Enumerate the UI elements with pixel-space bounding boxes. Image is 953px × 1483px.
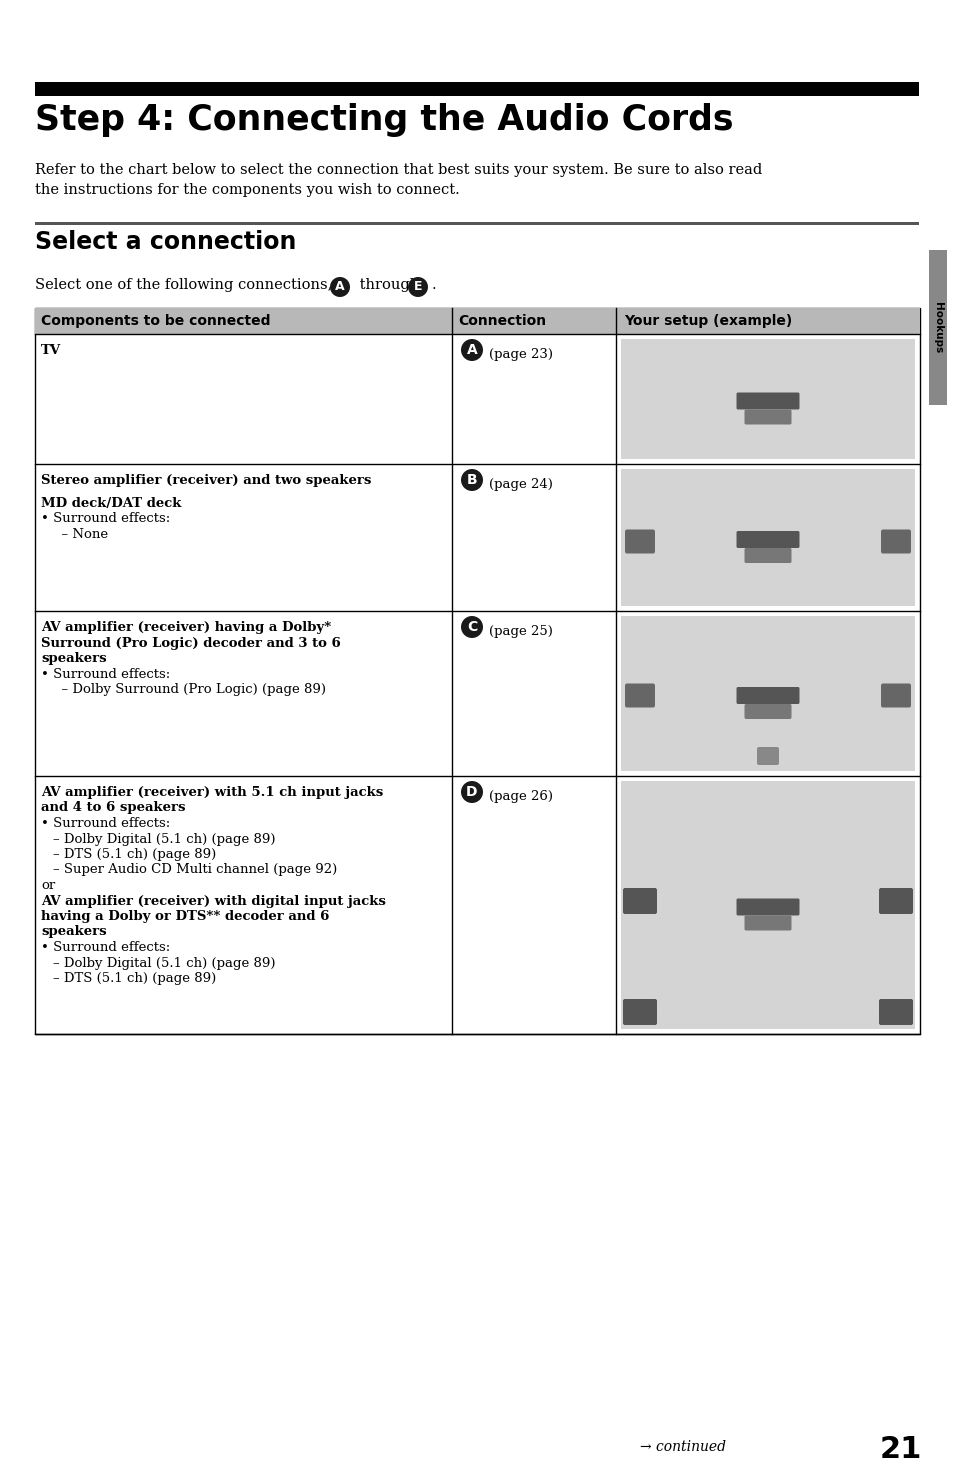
Text: Surround (Pro Logic) decoder and 3 to 6: Surround (Pro Logic) decoder and 3 to 6 [41,636,340,650]
Text: (page 25): (page 25) [489,624,553,638]
FancyBboxPatch shape [736,687,799,704]
FancyBboxPatch shape [878,1000,912,1025]
Bar [35,82,918,96]
FancyBboxPatch shape [743,549,791,564]
FancyBboxPatch shape [622,888,657,914]
Text: C: C [466,620,476,635]
Text: Stereo amplifier (receiver) and two speakers: Stereo amplifier (receiver) and two spea… [41,475,371,486]
FancyBboxPatch shape [880,529,910,553]
Bar [620,782,914,1029]
Circle shape [460,782,482,802]
Text: 21: 21 [879,1436,922,1464]
Circle shape [330,277,350,297]
Text: Hookups: Hookups [932,303,942,353]
FancyBboxPatch shape [736,531,799,549]
Text: D: D [466,785,477,799]
Bar [928,251,946,405]
Text: • Surround effects:: • Surround effects: [41,942,170,954]
Text: (page 23): (page 23) [489,349,553,360]
Bar [35,308,919,1034]
Text: and 4 to 6 speakers: and 4 to 6 speakers [41,801,185,814]
Text: Select a connection: Select a connection [35,230,296,254]
Text: having a Dolby or DTS** decoder and 6: having a Dolby or DTS** decoder and 6 [41,911,329,922]
Circle shape [460,340,482,360]
Text: Components to be connected: Components to be connected [41,314,271,328]
Text: → continued: → continued [639,1440,725,1453]
Text: TV: TV [41,344,61,357]
Text: A: A [466,343,476,357]
FancyBboxPatch shape [736,899,799,915]
FancyBboxPatch shape [622,1000,657,1025]
Text: – Dolby Digital (5.1 ch) (page 89): – Dolby Digital (5.1 ch) (page 89) [53,957,275,970]
Text: – Super Audio CD Multi channel (page 92): – Super Audio CD Multi channel (page 92) [53,863,337,876]
Text: – Dolby Digital (5.1 ch) (page 89): – Dolby Digital (5.1 ch) (page 89) [53,832,275,845]
Text: – Dolby Surround (Pro Logic) (page 89): – Dolby Surround (Pro Logic) (page 89) [53,684,326,696]
Bar [35,222,918,225]
Bar [35,308,919,334]
Text: AV amplifier (receiver) with 5.1 ch input jacks: AV amplifier (receiver) with 5.1 ch inpu… [41,786,383,799]
Text: (page 24): (page 24) [489,478,553,491]
FancyBboxPatch shape [743,409,791,424]
Text: Step 4: Connecting the Audio Cords: Step 4: Connecting the Audio Cords [35,102,733,136]
Text: MD deck/DAT deck: MD deck/DAT deck [41,497,181,510]
Text: – DTS (5.1 ch) (page 89): – DTS (5.1 ch) (page 89) [53,848,216,862]
Text: A: A [335,280,344,294]
Bar [620,469,914,607]
FancyBboxPatch shape [743,704,791,719]
Text: • Surround effects:: • Surround effects: [41,512,170,525]
FancyBboxPatch shape [757,747,779,765]
FancyBboxPatch shape [880,684,910,707]
Text: – None: – None [53,528,108,540]
FancyBboxPatch shape [743,915,791,930]
FancyBboxPatch shape [624,684,655,707]
Circle shape [408,277,428,297]
Text: – DTS (5.1 ch) (page 89): – DTS (5.1 ch) (page 89) [53,971,216,985]
Circle shape [460,615,482,638]
Text: E: E [414,280,422,294]
Text: Connection: Connection [457,314,545,328]
Text: B: B [466,473,476,486]
Bar [620,615,914,771]
FancyBboxPatch shape [878,888,912,914]
Text: speakers: speakers [41,653,107,664]
Bar [620,340,914,460]
Text: • Surround effects:: • Surround effects: [41,817,170,830]
Text: • Surround effects:: • Surround effects: [41,667,170,681]
FancyBboxPatch shape [624,529,655,553]
Text: the instructions for the components you wish to connect.: the instructions for the components you … [35,182,459,197]
Text: Your setup (example): Your setup (example) [623,314,791,328]
Text: AV amplifier (receiver) with digital input jacks: AV amplifier (receiver) with digital inp… [41,894,385,908]
Text: speakers: speakers [41,925,107,939]
FancyBboxPatch shape [736,393,799,409]
Text: Refer to the chart below to select the connection that best suits your system. B: Refer to the chart below to select the c… [35,163,761,176]
Circle shape [460,469,482,491]
Text: or: or [41,879,55,891]
Text: through: through [355,277,423,292]
Text: .: . [432,277,436,292]
Text: Select one of the following connections,: Select one of the following connections, [35,277,332,292]
Text: (page 26): (page 26) [489,790,553,802]
Text: AV amplifier (receiver) having a Dolby*: AV amplifier (receiver) having a Dolby* [41,621,331,635]
